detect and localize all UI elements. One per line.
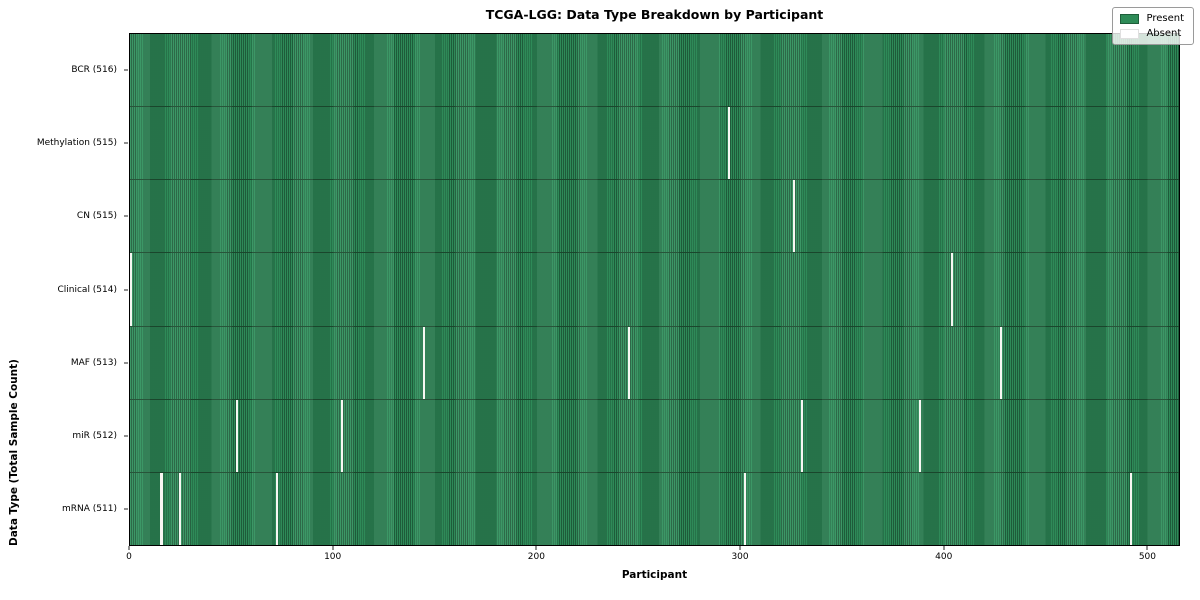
- y-tick-label: miR (512): [72, 431, 117, 442]
- absent-gap: [918, 399, 921, 472]
- absent-gap: [628, 326, 631, 399]
- y-tick-mark: [124, 508, 128, 510]
- y-tick-mark: [124, 215, 128, 217]
- y-tick-mark: [124, 69, 128, 71]
- x-tick-mark: [535, 546, 537, 550]
- heatmap-plot-area: [129, 33, 1180, 546]
- absent-swatch-icon: [1120, 28, 1140, 39]
- x-tick-mark: [1146, 546, 1148, 550]
- heatmap-row-MAF: [130, 326, 1179, 400]
- absent-gap: [1130, 472, 1133, 545]
- absent-gap: [235, 399, 238, 472]
- absent-gap: [130, 253, 133, 326]
- absent-gap: [727, 107, 730, 180]
- absent-gap: [1000, 326, 1003, 399]
- absent-gap: [178, 472, 181, 545]
- heatmap-row-CN: [130, 180, 1179, 254]
- chart-title: TCGA-LGG: Data Type Breakdown by Partici…: [485, 7, 824, 22]
- y-tick-label: CN (515): [76, 211, 117, 222]
- heatmap-row-miR: [130, 399, 1179, 473]
- x-tick-mark: [332, 546, 334, 550]
- x-tick-mark: [128, 546, 130, 550]
- absent-gap: [341, 399, 344, 472]
- y-tick-label: BCR (516): [71, 64, 117, 75]
- x-tick-label: 200: [527, 552, 545, 562]
- x-tick-label: 400: [935, 552, 953, 562]
- heatmap-row-BCR: [130, 34, 1179, 108]
- heatmap-row-Methylation: [130, 107, 1179, 181]
- x-axis-label: Participant: [621, 569, 688, 581]
- absent-gap: [422, 326, 425, 399]
- x-tick-label: 0: [126, 552, 132, 562]
- legend-label-present: Present: [1146, 13, 1184, 24]
- heatmap-row-mRNA: [130, 472, 1179, 545]
- absent-gap: [792, 180, 795, 253]
- legend-item-present: Present: [1120, 13, 1184, 24]
- y-tick-label: Methylation (515): [36, 137, 117, 148]
- y-tick-mark: [124, 435, 128, 437]
- absent-gap: [160, 472, 163, 545]
- legend-item-absent: Absent: [1120, 28, 1184, 39]
- y-tick-label: Clinical (514): [57, 284, 117, 295]
- y-tick-mark: [124, 362, 128, 364]
- x-tick-label: 500: [1138, 552, 1156, 562]
- absent-gap: [951, 253, 954, 326]
- present-swatch-icon: [1120, 13, 1140, 24]
- heatmap-row-Clinical: [130, 253, 1179, 327]
- x-tick-label: 300: [731, 552, 749, 562]
- absent-gap: [800, 399, 803, 472]
- legend: Present Absent: [1112, 7, 1194, 45]
- x-tick-label: 100: [324, 552, 342, 562]
- y-tick-mark: [124, 142, 128, 144]
- x-tick-mark: [943, 546, 945, 550]
- y-tick-label: MAF (513): [70, 357, 117, 368]
- absent-gap: [276, 472, 279, 545]
- x-axis-ticks: 0 100 200 300 400 500: [126, 546, 1180, 568]
- x-tick-mark: [739, 546, 741, 550]
- absent-gap: [743, 472, 746, 545]
- y-tick-label: mRNA (511): [62, 504, 117, 515]
- y-tick-mark: [124, 289, 128, 290]
- y-axis-ticks: BCR (516) Methylation (515) CN (515) Clinic…: [0, 33, 129, 546]
- legend-label-absent: Absent: [1146, 28, 1182, 39]
